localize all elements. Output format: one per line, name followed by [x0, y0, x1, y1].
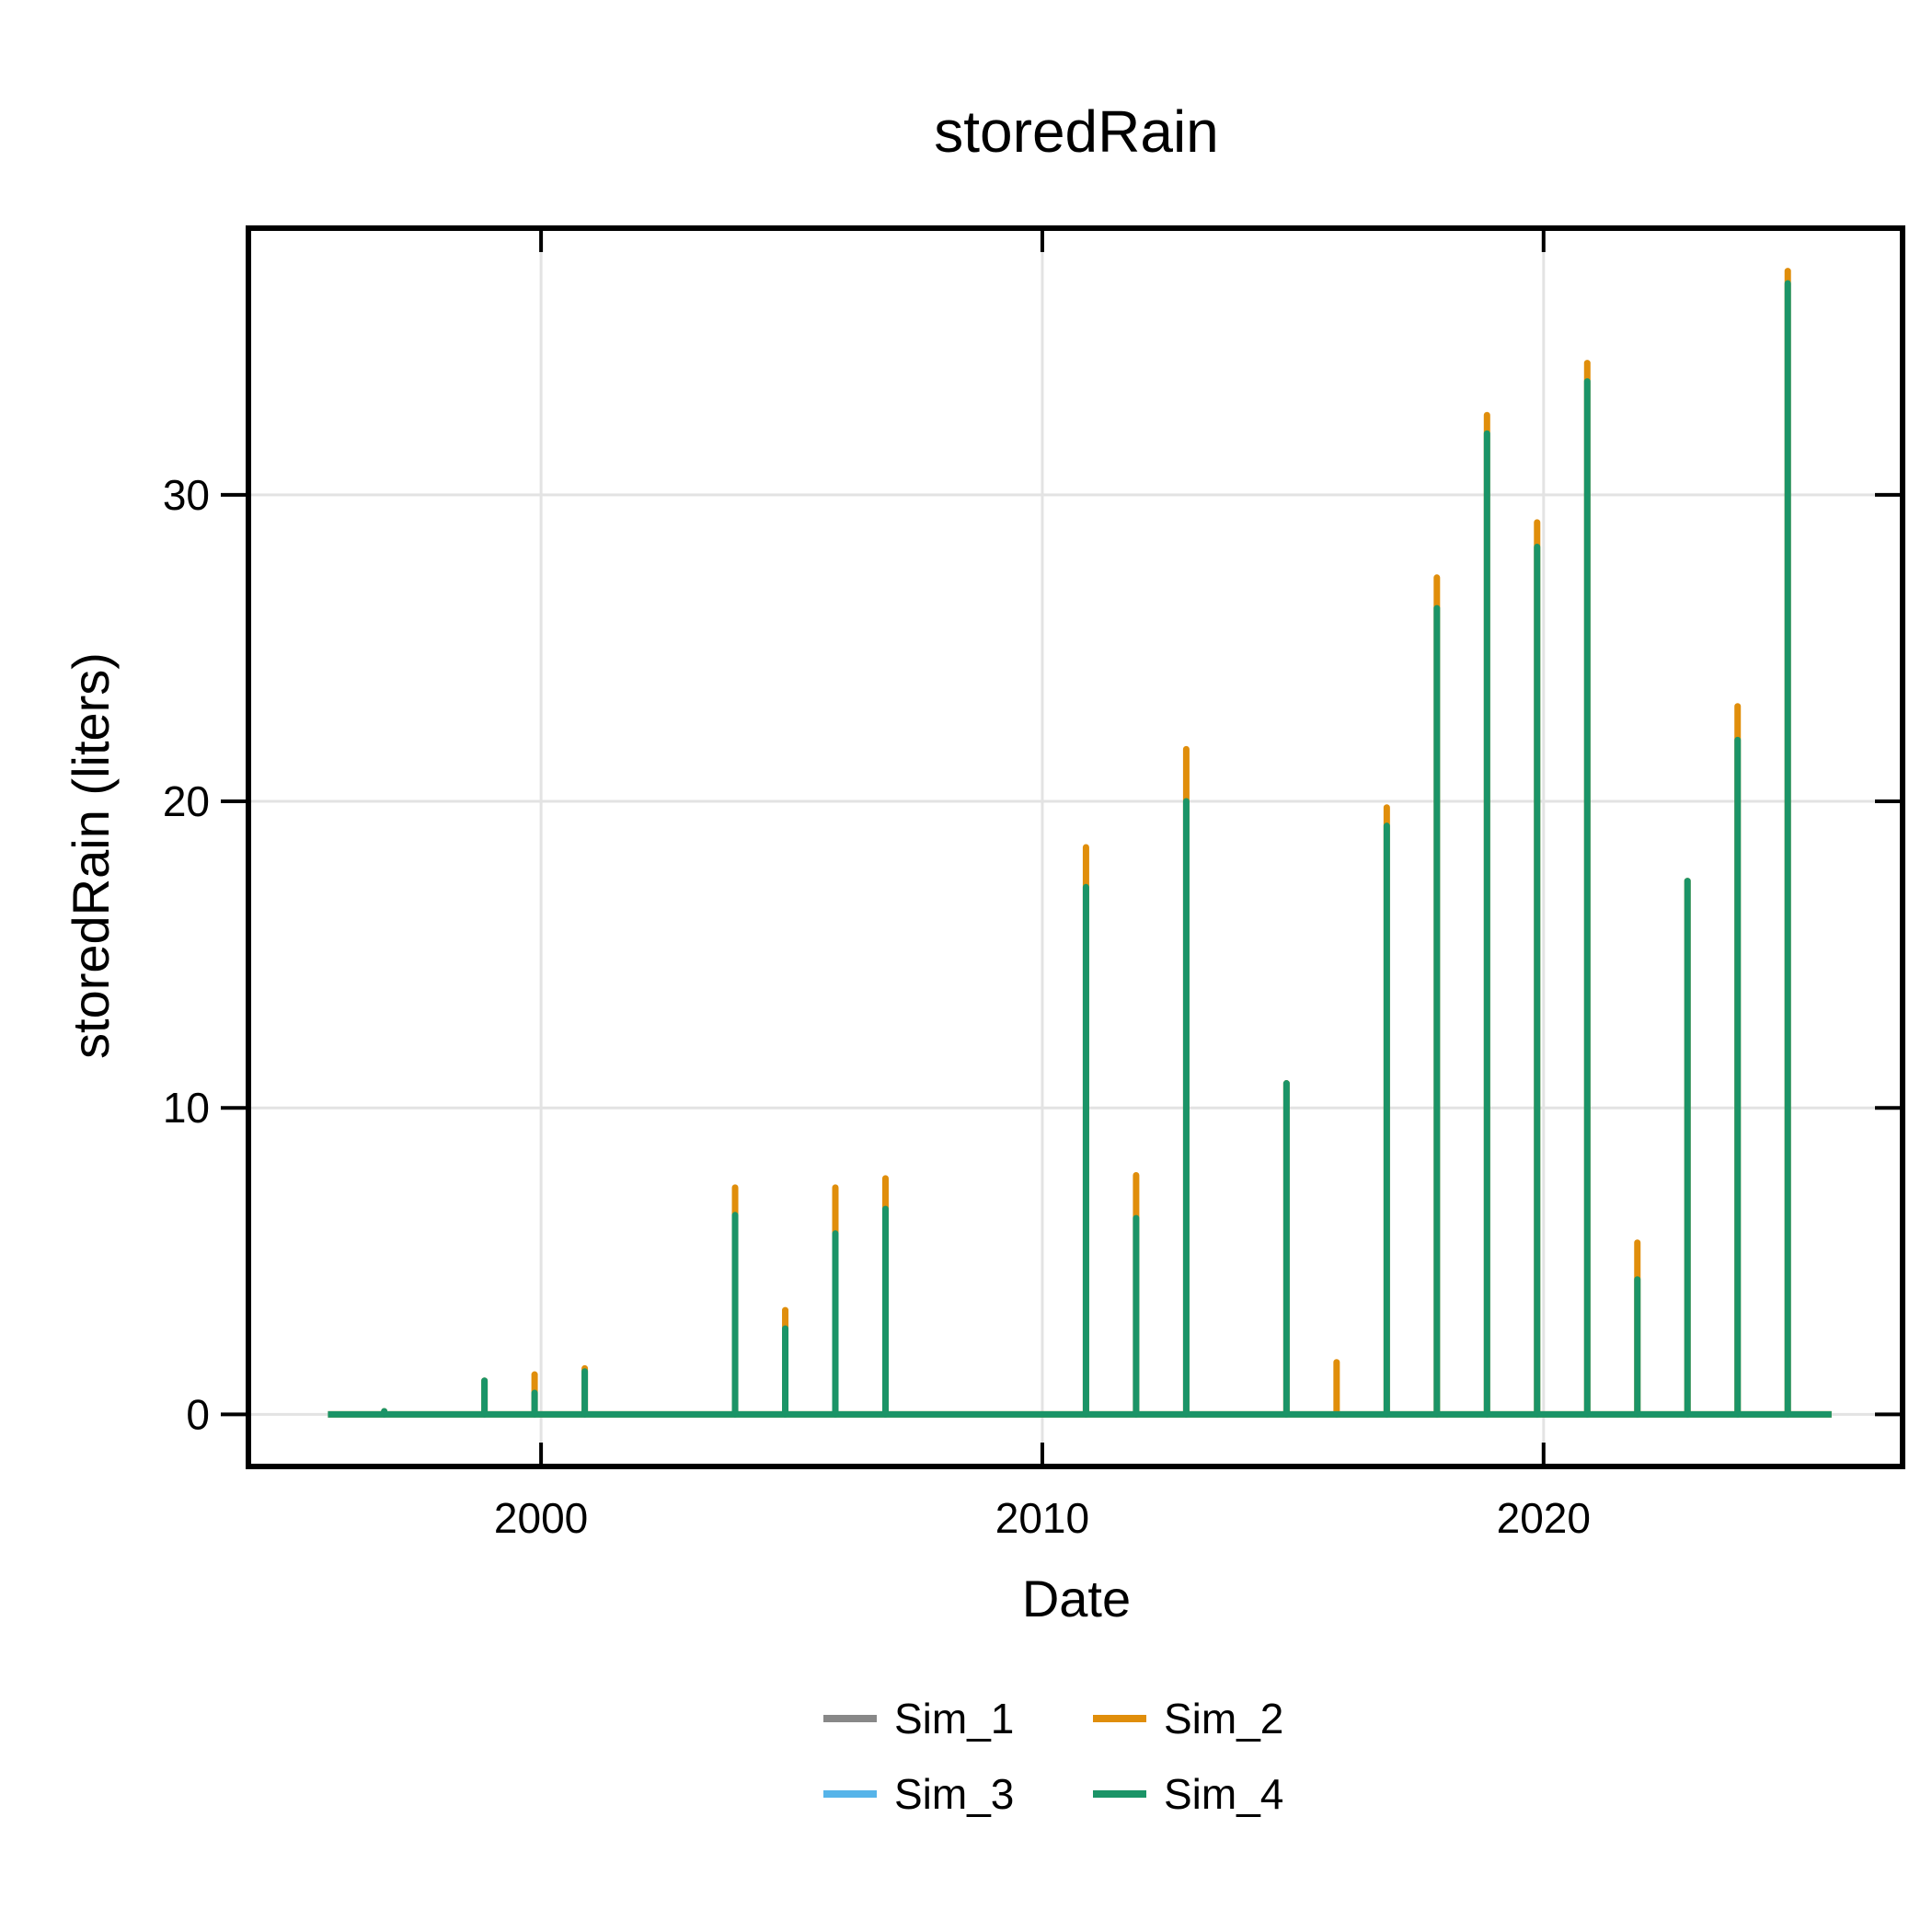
legend: Sim_1 Sim_2 Sim_3 Sim_4 [823, 1695, 1283, 1818]
y-tick-label: 10 [163, 1084, 210, 1132]
legend-label-sim-2: Sim_2 [1164, 1695, 1283, 1742]
legend-label-sim-1: Sim_1 [894, 1695, 1014, 1742]
grid [248, 228, 1903, 1466]
y-tick-label: 30 [163, 471, 210, 519]
x-tick-label: 2000 [494, 1494, 588, 1542]
legend-label-sim-3: Sim_3 [894, 1770, 1014, 1818]
y-tick-label: 20 [163, 777, 210, 825]
series-lines [328, 268, 1832, 1418]
plot-frame [246, 225, 1905, 1469]
series-sim-4 [328, 280, 1832, 1418]
axes: 2000 2010 2020 0 10 20 30 [163, 225, 1905, 1542]
y-tick-label: 0 [186, 1390, 210, 1438]
legend-label-sim-4: Sim_4 [1164, 1770, 1283, 1818]
x-tick-label: 2010 [995, 1494, 1089, 1542]
x-axis-label: Date [1022, 1570, 1131, 1627]
chart-title: storedRain [934, 98, 1219, 165]
x-tick-label: 2020 [1497, 1494, 1591, 1542]
series-sim-2 [328, 268, 1832, 1418]
y-axis-label: storedRain (liters) [62, 652, 120, 1059]
